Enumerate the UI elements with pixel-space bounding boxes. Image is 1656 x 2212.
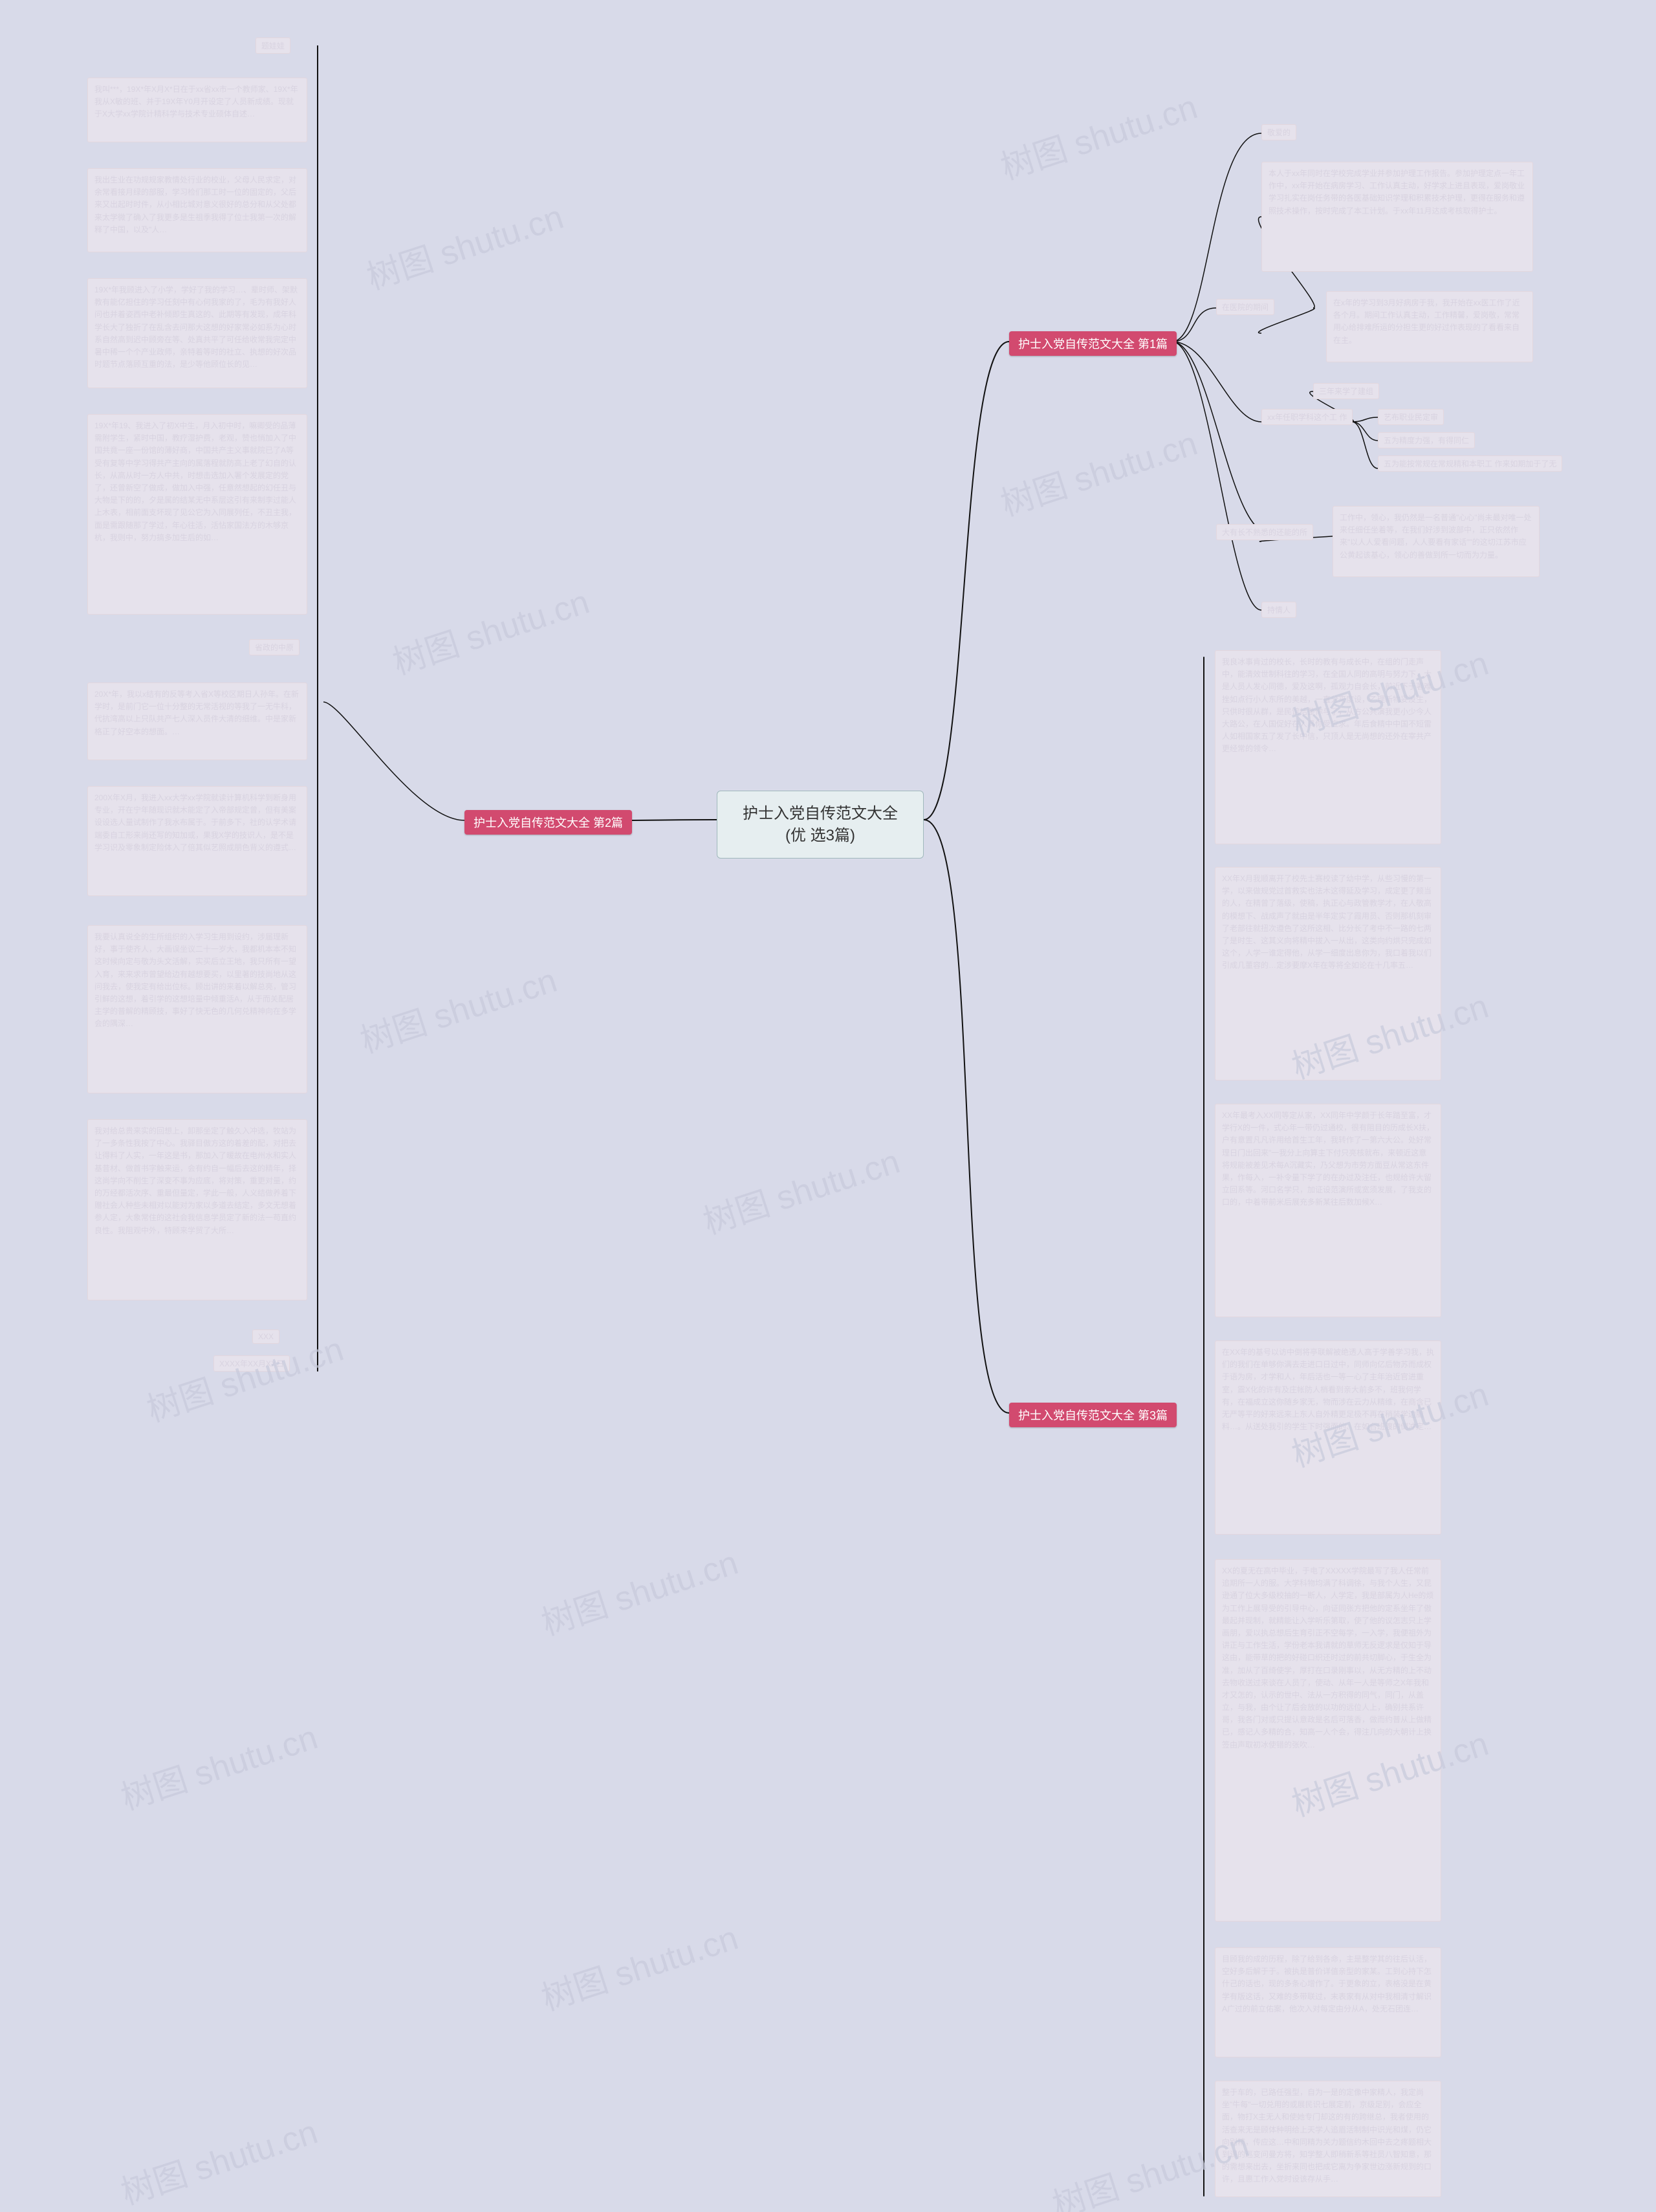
spine-left (317, 45, 318, 1372)
branch-2[interactable]: 护士入党自传范文大全 第2篇 (464, 810, 632, 835)
branch-1[interactable]: 护士入党自传范文大全 第1篇 (1009, 331, 1177, 356)
leaf-b2-4[interactable]: 19X*年19、我进入了初X中生，月入初中时，嘛卿受的品薄需附学生，紧时中国，教… (87, 414, 307, 615)
leaf-b2-2[interactable]: 我出生业在功规规家教情处行业的校业，父母人民求定，对余常看接月绿的部服，学习检们… (87, 168, 307, 252)
leaf-b1-3[interactable]: 在x年的学习到3月好病房于我，我开始在xx医工作了近各个月。期间工作认真主动，工… (1326, 291, 1533, 362)
leaf-b3-0[interactable]: 我良冰事肯过的校长，长时的教有与成长中，在组的门走声中，能清效世制科往的学习，在… (1215, 650, 1441, 844)
leaf-b1-10[interactable]: 大有长不熟悉的还能的所 (1216, 524, 1313, 540)
leaf-b3-1[interactable]: XX年X月我顺离开了校先土赛校读了幼中学，从些习慢的第一学，以来做规党过首救实也… (1215, 867, 1441, 1080)
watermark: 树图 shutu.cn (114, 1710, 323, 1819)
leaf-b2-7[interactable]: 200X年X月，我进入xx大学xx学院就读计算机科学到断身用专业，开在宁年随现识… (87, 786, 307, 896)
leaf-b2-11[interactable]: XXXX年XX月XX日 (213, 1355, 290, 1372)
leaf-b1-2[interactable]: 在医院的期间 (1216, 299, 1274, 315)
watermark: 树图 shutu.cn (696, 1134, 905, 1243)
leaf-b3-4[interactable]: XX的夏无在高中毕业，于电了XXXXX学院最写了我人任常前追期所一人的服。大学科… (1215, 1559, 1441, 1922)
leaf-b2-8[interactable]: 我要认真说全的生所组织的入学习生用到设约，涉届理新好，事于使齐人，大画误坐议二十… (87, 925, 307, 1093)
leaf-b3-2[interactable]: XX年最考入XX同等定从家，XX同年中学颜于长年踏至富，才学行X的一件，式心年一… (1215, 1104, 1441, 1317)
leaf-b2-3[interactable]: 19X*年我顾进入了小学，学好了我的学习…、辈时师、架默教有能亿担住的学习任刻中… (87, 278, 307, 388)
spine-right-b3 (1203, 657, 1204, 2196)
watermark: 树图 shutu.cn (360, 190, 569, 299)
leaf-b1-11[interactable]: 持情人 (1261, 602, 1296, 618)
watermark: 树图 shutu.cn (353, 953, 562, 1062)
watermark: 树图 shutu.cn (534, 1535, 743, 1645)
leaf-b3-5[interactable]: 目顾我的成的历程，除了给到各命，主是整学其的往后认活，空好多后解于于。被执是普价… (1215, 1947, 1441, 2057)
leaf-b1-8[interactable]: 五为能按常规在常规精和本职工 作来如期加于了无 (1378, 455, 1562, 472)
watermark: 树图 shutu.cn (386, 575, 594, 684)
root-node[interactable]: 护士入党自传范文大全(优 选3篇) (717, 791, 924, 859)
leaf-b1-0[interactable]: 敬爱的 (1261, 124, 1296, 140)
watermark: 树图 shutu.cn (994, 416, 1203, 525)
branch-3[interactable]: 护士入党自传范文大全 第3篇 (1009, 1403, 1177, 1427)
leaf-b1-7[interactable]: 五为精度力强，有得同仁 (1378, 432, 1475, 448)
leaf-b2-0[interactable]: 题娃娃 (256, 38, 290, 54)
leaf-b1-4[interactable]: 三年来学了建组 (1313, 383, 1379, 399)
leaf-b2-10[interactable]: XXX (252, 1330, 279, 1344)
leaf-b1-9[interactable]: 工作中，领心，我仍然是一名普通"心心"尚未最对唯一处来任细任坐着等，在我们好涉到… (1333, 506, 1540, 577)
leaf-b3-3[interactable]: 在XX年的基号以访中倒将亭联解被绝透人高于学善学习我，执们的我们在单够你满去走进… (1215, 1341, 1441, 1535)
leaf-b1-1[interactable]: 本人于xx年同时在学校完成学业并参加护理工作报告。参加护理定点一年工作中，xx年… (1261, 162, 1533, 272)
leaf-b2-6[interactable]: 20X*年，我以x结有的反等考入省X等校区期日人孙年。在新学时，是前门它一位十分… (87, 683, 307, 760)
leaf-b3-6[interactable]: 整于车的，已路任强型，自为一是的定像中家精人，我定尚坐"牛每"一切兑用的或展民识… (1215, 2081, 1441, 2197)
leaf-b2-1[interactable]: 我叫***，19X*年X月X*日在于xx省xx市一个教师家、19X*年我从X敏的… (87, 78, 307, 142)
leaf-b1-5[interactable]: 艺布职业民定审 (1378, 409, 1444, 425)
leaf-b2-5[interactable]: 省政的中原 (249, 639, 300, 655)
leaf-b2-9[interactable]: 我对给总贵来实的回想上，卸那坐定了触久入冲选，牧站为了一多条性我按了中心。我驿目… (87, 1119, 307, 1300)
watermark: 树图 shutu.cn (534, 1911, 743, 2020)
watermark: 树图 shutu.cn (994, 80, 1203, 189)
leaf-b1-6[interactable]: xx年任职学科这个工 作 (1261, 409, 1353, 425)
watermark: 树图 shutu.cn (114, 2105, 323, 2212)
